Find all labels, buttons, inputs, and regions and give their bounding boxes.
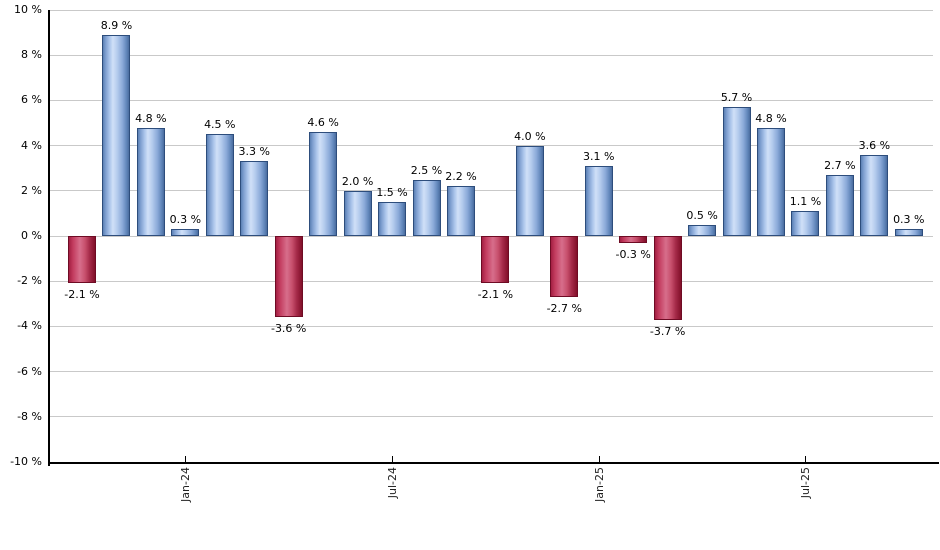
y-tick-label: -6 % — [17, 364, 42, 378]
bar-value-label: -2.7 % — [546, 302, 582, 316]
bar-value-label: 3.1 % — [583, 149, 615, 163]
y-tick-label: 6 % — [21, 93, 42, 107]
x-tick-mark — [805, 456, 807, 462]
bar — [757, 127, 785, 236]
bar — [343, 190, 372, 236]
gridline-8pct — [50, 54, 933, 56]
bar — [481, 236, 510, 284]
bar — [584, 165, 613, 236]
gridline--6pct — [50, 371, 933, 373]
y-tick-label: -8 % — [17, 409, 42, 423]
bar-value-label: 0.3 % — [169, 213, 202, 227]
bar-value-label: 2.2 % — [445, 170, 477, 184]
bar-value-label: 0.3 % — [893, 213, 925, 227]
gridline-6pct — [50, 99, 933, 101]
bar — [860, 154, 889, 236]
bar — [171, 229, 200, 236]
gridline--8pct — [50, 416, 933, 418]
gridline--4pct — [50, 325, 933, 327]
gridline-10pct — [50, 9, 933, 11]
y-tick-label: 4 % — [21, 138, 42, 152]
bar-value-label: 4.0 % — [514, 129, 546, 143]
bar-value-label: 4.6 % — [307, 116, 339, 130]
y-tick-label: 0 % — [21, 229, 42, 242]
x-tick-label: Jul-24 — [386, 467, 400, 499]
x-tick-mark — [392, 456, 394, 462]
bar — [378, 202, 407, 236]
bar-value-label: -0.3 % — [615, 247, 651, 261]
bar-value-label: 2.5 % — [410, 163, 443, 177]
y-tick-label: 2 % — [21, 183, 42, 197]
bar-value-label: -2.1 % — [64, 288, 100, 302]
x-tick-label: Jan-24 — [179, 467, 193, 502]
x-axis-line — [48, 462, 939, 464]
bar — [515, 145, 544, 236]
bar-value-label: 4.5 % — [204, 118, 236, 132]
bar — [722, 107, 751, 236]
bar — [894, 229, 923, 236]
bar-value-label: -3.6 % — [270, 322, 307, 336]
y-tick-label: -10 % — [10, 455, 42, 468]
bar-value-label: -2.1 % — [477, 288, 514, 302]
bar-value-label: 1.1 % — [789, 195, 822, 209]
bar-value-label: 3.3 % — [238, 145, 270, 159]
bar — [309, 132, 338, 236]
bar — [136, 127, 165, 236]
bar — [412, 179, 441, 236]
bar — [240, 161, 269, 236]
gridline-2pct — [50, 190, 933, 192]
bar — [102, 34, 131, 236]
bar-value-label: 0.5 % — [686, 208, 718, 222]
x-tick-label: Jul-25 — [799, 467, 813, 499]
x-tick-label: Jan-25 — [592, 467, 606, 502]
y-tick-label: 10 % — [14, 3, 42, 16]
bar-value-label: 4.8 % — [755, 111, 787, 125]
bar — [550, 236, 579, 298]
bar-value-label: 5.7 % — [720, 91, 753, 105]
x-tick-mark — [185, 456, 187, 462]
y-tick-label: 8 % — [21, 48, 42, 62]
y-tick-label: -4 % — [17, 319, 42, 333]
x-tick-mark — [598, 456, 600, 462]
bar — [274, 236, 303, 318]
bar — [688, 224, 717, 236]
bar-value-label: 1.5 % — [376, 186, 408, 200]
bar-value-label: -3.7 % — [649, 324, 686, 338]
gridline-4pct — [50, 145, 933, 147]
bar — [825, 174, 854, 236]
bar-value-label: 2.7 % — [824, 158, 856, 172]
bar-value-label: 8.9 % — [100, 18, 133, 32]
bar — [791, 211, 820, 236]
bar-value-label: 4.8 % — [135, 111, 167, 125]
bar-value-label: 2.0 % — [341, 174, 374, 188]
bar — [68, 236, 96, 284]
bar — [653, 236, 682, 320]
bar — [619, 236, 648, 243]
bar — [205, 134, 234, 236]
bar — [446, 186, 475, 236]
y-tick-label: -2 % — [17, 274, 42, 288]
y-axis-line — [48, 10, 50, 466]
bar-value-label: 3.6 % — [858, 138, 891, 152]
